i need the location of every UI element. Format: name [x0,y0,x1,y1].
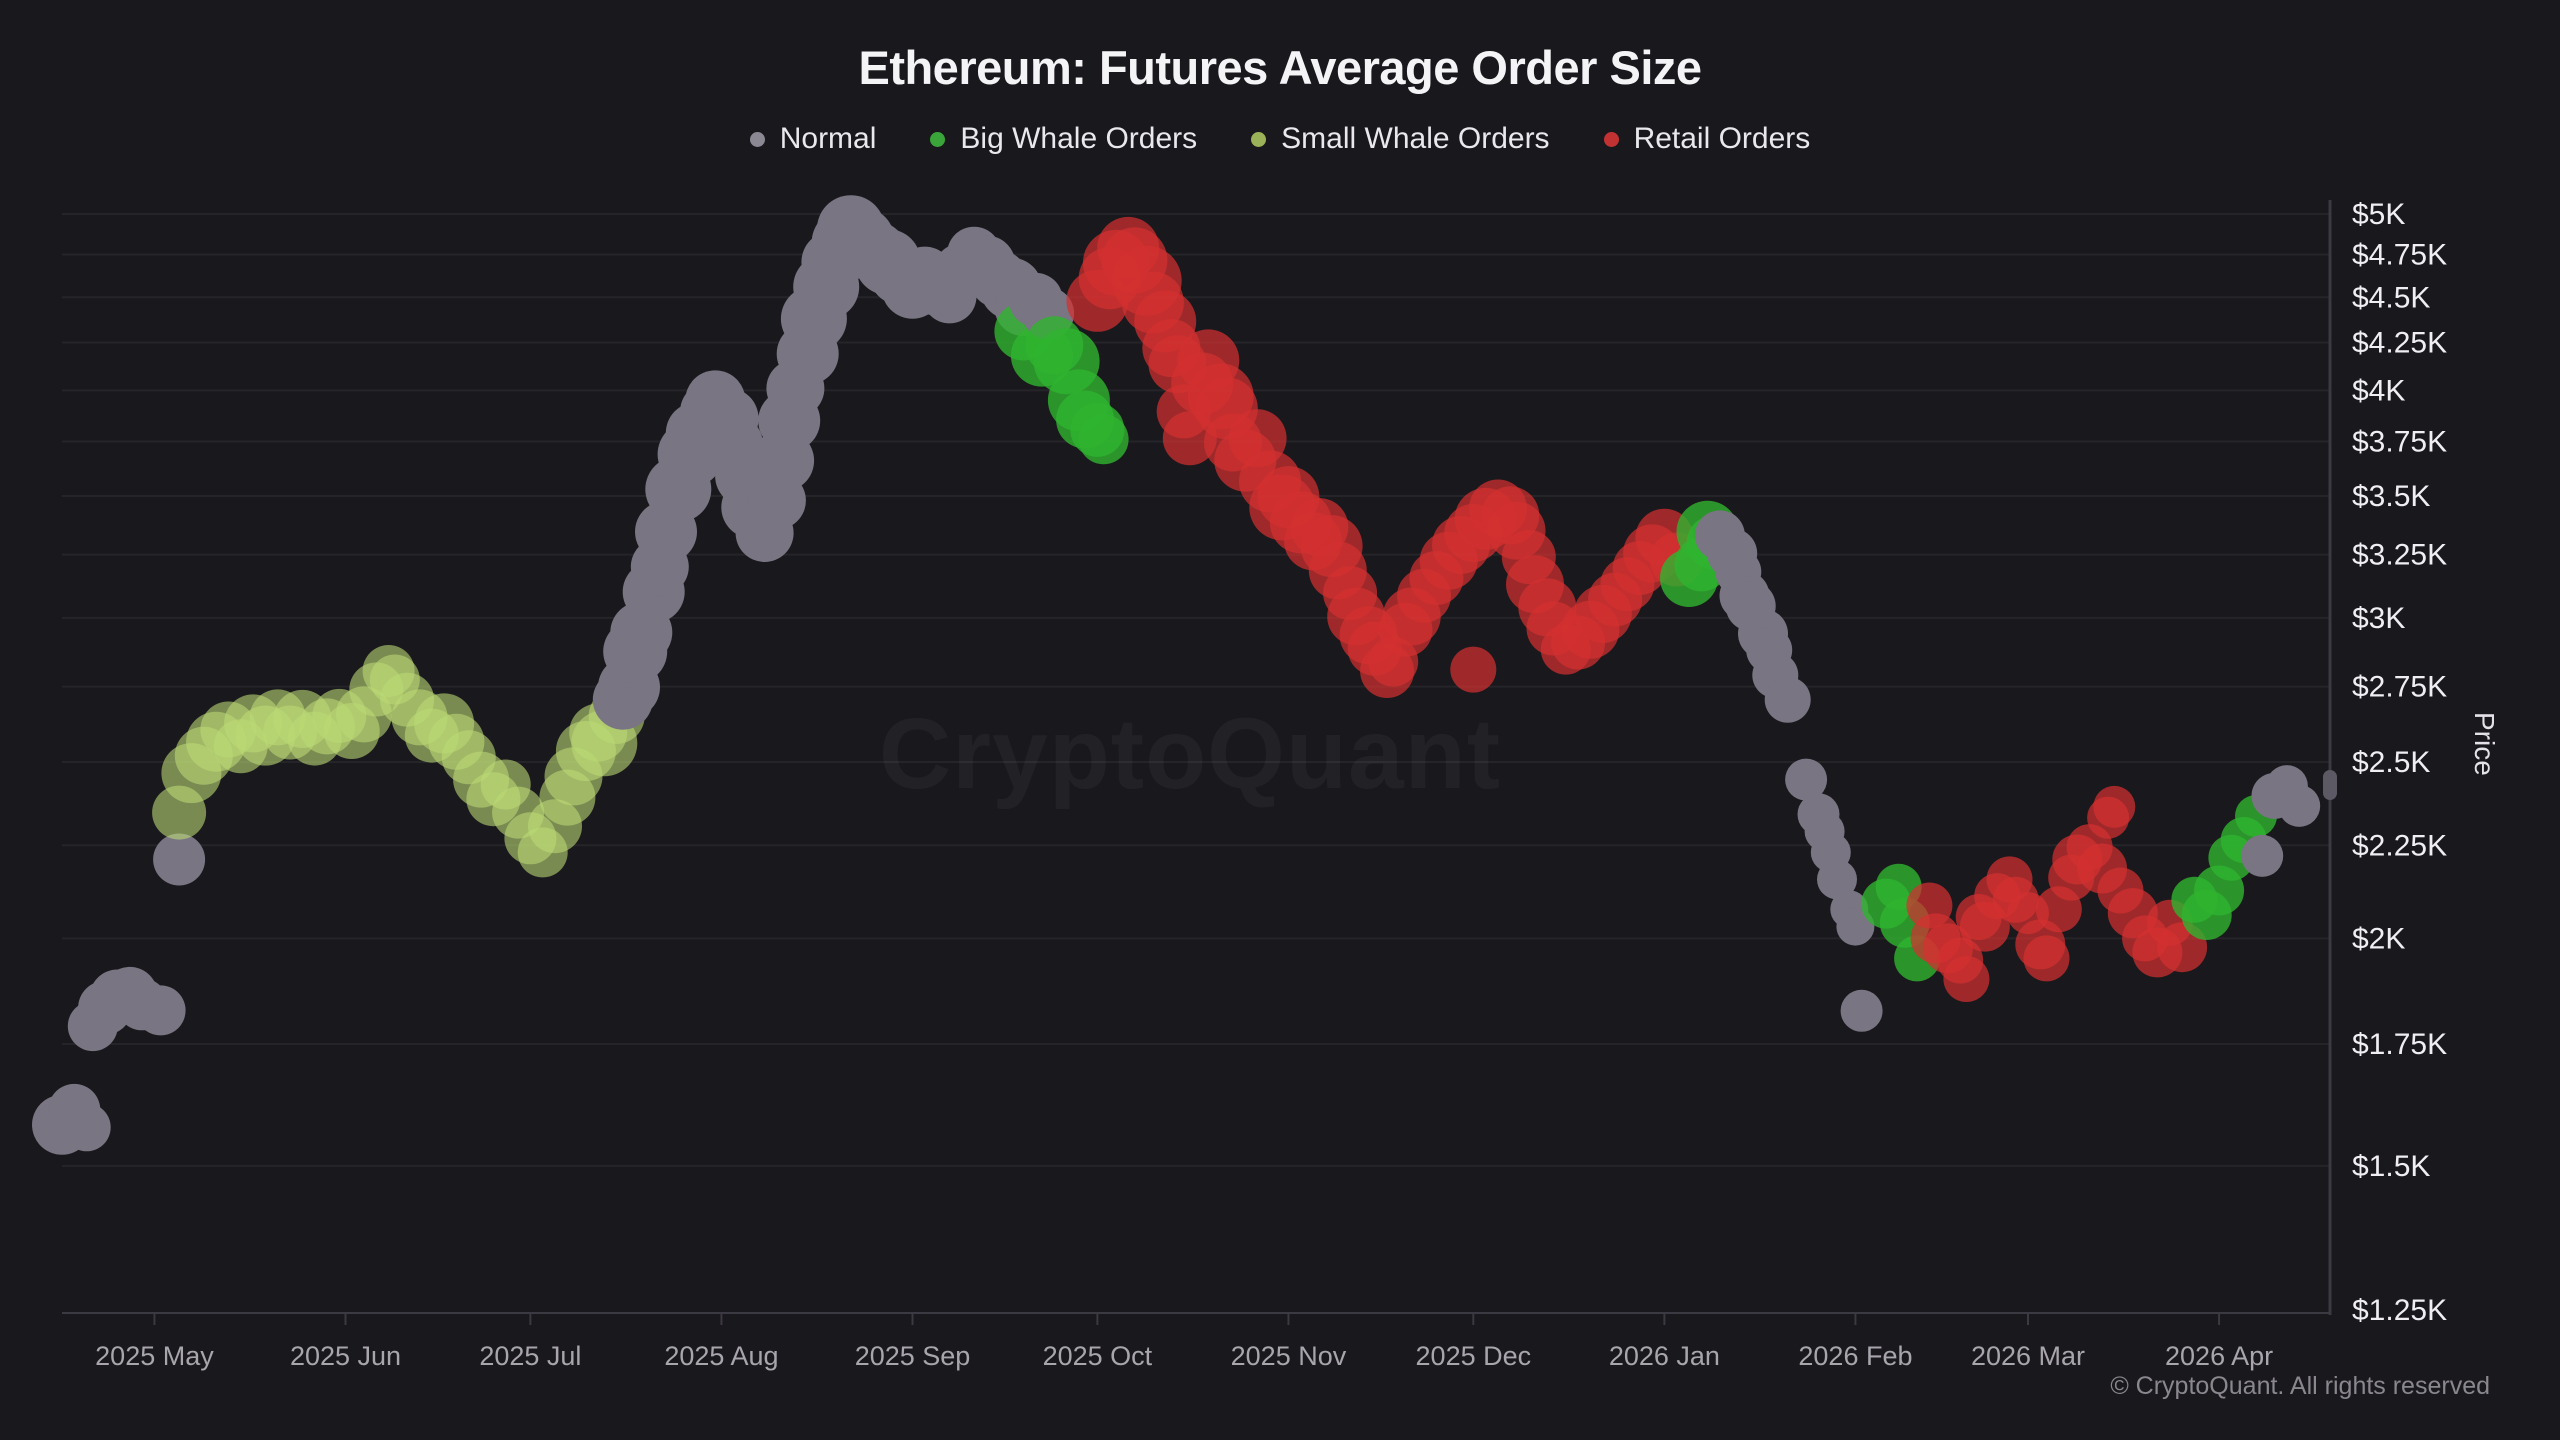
y-tick-label: $2.25K [2352,829,2447,862]
data-point[interactable] [62,1103,111,1152]
y-tick-label: $3.25K [2352,539,2447,572]
normal-dot-icon [749,131,765,147]
y-tick-label: $2K [2352,922,2405,955]
y-tick-label: $5K [2352,198,2405,231]
data-point[interactable] [1943,956,1990,1002]
axes [62,200,2337,1325]
retail-dot-icon [1603,131,1619,147]
big-whale-dot-icon [930,131,946,147]
y-tick-label: $3.5K [2352,480,2430,513]
x-tick-label: 2025 May [95,1341,214,1371]
y-tick-label: $3K [2352,602,2405,635]
legend-item-label: Normal [779,122,877,155]
data-point[interactable] [1836,907,1875,946]
legend-item-label: Small Whale Orders [1281,122,1550,155]
x-tick-label: 2025 Dec [1416,1341,1532,1371]
watermark: CryptoQuant [879,698,1501,810]
y-tick-label: $1.75K [2352,1028,2447,1061]
data-point[interactable] [1764,676,1811,723]
data-point[interactable] [2093,785,2136,828]
y-axis-scroll-thumb[interactable] [2323,770,2337,800]
y-axis-labels: $5K $4.75K $4.5K $4.25K $4K $3.75K $3.5K $3.25K… [2352,198,2447,1327]
price-axis-title: Price [2469,712,2500,776]
data-point[interactable] [153,833,206,886]
data-point[interactable] [1817,859,1857,900]
legend-item-retail[interactable]: Retail Orders [1603,122,1811,156]
x-tick-label: 2026 Jan [1609,1341,1720,1371]
legend-item-label: Big Whale Orders [960,122,1198,155]
y-tick-label: $4.75K [2352,239,2447,272]
y-tick-label: $3.75K [2352,425,2447,458]
legend-item-small-whale[interactable]: Small Whale Orders [1251,122,1550,156]
data-points [32,195,2321,1155]
data-point[interactable] [2023,935,2070,982]
x-tick-label: 2025 Jul [479,1341,581,1371]
copyright-notice: © CryptoQuant. All rights reserved [2110,1372,2490,1400]
legend-item-normal[interactable]: Normal [749,122,877,156]
page-title: Ethereum: Futures Average Order Size [858,41,1702,94]
small-whale-dot-icon [1251,131,1267,147]
y-tick-label: $4K [2352,374,2405,407]
x-tick-label: 2025 Jun [290,1341,401,1371]
data-point[interactable] [1840,989,1883,1032]
x-tick-label: 2025 Sep [855,1341,971,1371]
x-tick-label: 2025 Aug [664,1341,778,1371]
data-point[interactable] [1078,414,1129,465]
x-tick-label: 2025 Oct [1043,1341,1153,1371]
y-tick-label: $1.5K [2352,1150,2430,1183]
y-tick-label: $2.75K [2352,671,2447,704]
chart-legend: Normal Big Whale Orders Small Whale Orde… [0,122,2560,156]
data-point[interactable] [2278,784,2321,827]
legend-item-label: Retail Orders [1633,122,1811,155]
y-tick-label: $1.25K [2352,1294,2447,1327]
data-point[interactable] [2241,834,2284,877]
data-point[interactable] [1785,758,1828,801]
x-tick-label: 2025 Nov [1231,1341,1347,1371]
data-point[interactable] [135,985,186,1036]
y-tick-label: $4.5K [2352,281,2430,314]
x-axis-labels: 2025 May 2025 Jun 2025 Jul 2025 Aug 2025 Sep… [95,1341,2273,1371]
x-tick-label: 2026 Mar [1971,1341,2085,1371]
x-tick-label: 2026 Feb [1798,1341,1912,1371]
y-tick-label: $4.25K [2352,326,2447,359]
data-point[interactable] [1450,646,1497,693]
legend-item-big-whale[interactable]: Big Whale Orders [930,122,1197,156]
y-tick-label: $2.5K [2352,746,2430,779]
x-tick-label: 2026 Apr [2165,1341,2273,1371]
